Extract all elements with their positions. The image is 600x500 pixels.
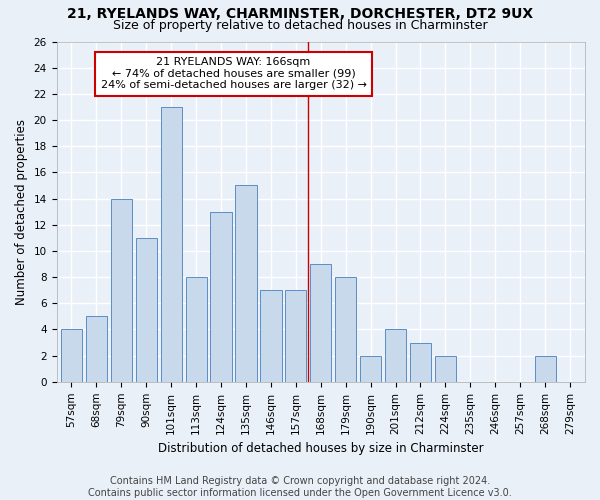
Bar (185, 277, 207, 382)
Bar (360, 356, 381, 382)
Bar (285, 290, 307, 382)
Text: 21 RYELANDS WAY: 166sqm
← 74% of detached houses are smaller (99)
24% of semi-de: 21 RYELANDS WAY: 166sqm ← 74% of detache… (101, 57, 367, 90)
Bar (111, 198, 132, 382)
Bar (535, 356, 556, 382)
Bar (136, 238, 157, 382)
Bar (86, 316, 107, 382)
Bar (435, 356, 456, 382)
Bar (410, 342, 431, 382)
Bar (235, 186, 257, 382)
X-axis label: Distribution of detached houses by size in Charminster: Distribution of detached houses by size … (158, 442, 484, 455)
Text: Size of property relative to detached houses in Charminster: Size of property relative to detached ho… (113, 19, 487, 32)
Bar (335, 277, 356, 382)
Y-axis label: Number of detached properties: Number of detached properties (15, 118, 28, 304)
Bar (310, 264, 331, 382)
Bar (260, 290, 281, 382)
Bar (211, 212, 232, 382)
Text: 21, RYELANDS WAY, CHARMINSTER, DORCHESTER, DT2 9UX: 21, RYELANDS WAY, CHARMINSTER, DORCHESTE… (67, 8, 533, 22)
Text: Contains HM Land Registry data © Crown copyright and database right 2024.
Contai: Contains HM Land Registry data © Crown c… (88, 476, 512, 498)
Bar (61, 330, 82, 382)
Bar (385, 330, 406, 382)
Bar (161, 107, 182, 382)
